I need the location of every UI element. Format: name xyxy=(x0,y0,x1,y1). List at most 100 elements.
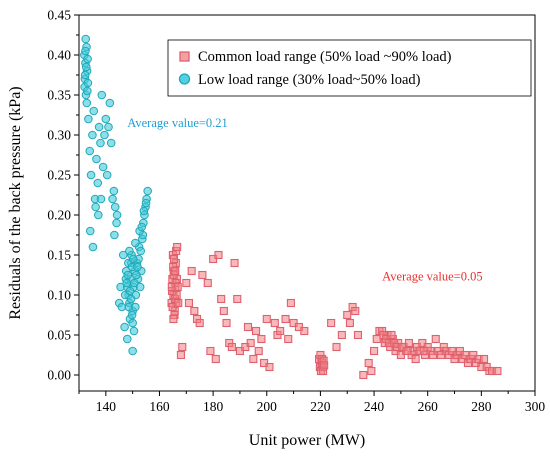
point-common-load-28 xyxy=(182,278,191,288)
point-low-load-29 xyxy=(102,170,112,180)
point-common-load-30 xyxy=(187,266,196,276)
point-low-load-31 xyxy=(105,98,115,108)
point-low-load-18 xyxy=(88,130,97,140)
point-low-load-26 xyxy=(98,162,108,172)
point-common-load-83 xyxy=(351,306,360,316)
point-common-load-79 xyxy=(337,330,346,340)
point-common-load-25 xyxy=(174,298,183,308)
legend-marker-low-load xyxy=(178,73,191,85)
point-low-load-12 xyxy=(83,86,92,96)
x-tick-label-260: 260 xyxy=(418,399,439,414)
point-low-load-36 xyxy=(112,218,121,228)
x-tick-label-240: 240 xyxy=(364,399,385,414)
point-low-load-34 xyxy=(109,186,119,196)
point-common-load-66 xyxy=(300,326,309,336)
point-common-load-78 xyxy=(332,342,341,352)
legend-label-low-load: Low load range (30% load~50% load) xyxy=(198,72,421,88)
point-common-load-56 xyxy=(262,314,271,324)
point-low-load-39 xyxy=(91,202,100,212)
point-common-load-87 xyxy=(367,366,376,376)
point-common-load-27 xyxy=(178,342,187,352)
legend-label-common-load: Common load range (50% load ~90% load) xyxy=(198,49,452,65)
point-low-load-21 xyxy=(92,154,101,164)
x-tick-label-180: 180 xyxy=(203,399,224,414)
point-common-load-23 xyxy=(169,314,178,324)
point-low-load-55 xyxy=(129,326,139,336)
x-tick-label-140: 140 xyxy=(96,399,117,414)
point-low-load-94 xyxy=(141,198,151,208)
point-low-load-50 xyxy=(122,334,132,344)
point-low-load-38 xyxy=(88,242,98,252)
y-tick-label-2: 0.10 xyxy=(47,288,71,303)
point-low-load-35 xyxy=(110,202,120,212)
axis-ticks xyxy=(74,14,536,396)
point-low-load-33 xyxy=(108,194,117,204)
point-common-load-143 xyxy=(419,346,428,356)
point-common-load-31 xyxy=(190,306,199,316)
point-common-load-40 xyxy=(217,294,226,304)
point-common-load-46 xyxy=(233,294,242,304)
point-common-load-137 xyxy=(387,330,396,340)
x-tick-label-160: 160 xyxy=(149,399,170,414)
point-low-load-98 xyxy=(122,278,132,288)
point-common-load-81 xyxy=(345,318,354,328)
point-common-load-34 xyxy=(198,270,207,280)
point-common-load-33 xyxy=(195,318,204,328)
point-low-load-88 xyxy=(128,254,138,264)
point-common-load-57 xyxy=(265,362,274,372)
point-common-load-129 xyxy=(479,354,489,364)
point-common-load-38 xyxy=(211,354,220,364)
point-low-load-40 xyxy=(94,210,103,220)
point-low-load-37 xyxy=(85,226,95,236)
point-low-load-84 xyxy=(136,246,145,256)
point-low-load-11 xyxy=(81,62,91,72)
x-tick-label-280: 280 xyxy=(471,399,492,414)
point-low-load-32 xyxy=(106,138,116,148)
point-common-load-52 xyxy=(251,326,261,336)
y-tick-label-4: 0.20 xyxy=(47,208,71,223)
point-common-load-45 xyxy=(230,258,239,268)
point-common-load-76 xyxy=(320,361,329,370)
point-common-load-133 xyxy=(493,366,502,376)
point-low-load-77 xyxy=(143,186,152,196)
point-low-load-27 xyxy=(100,130,109,140)
point-common-load-77 xyxy=(327,318,336,328)
point-common-load-60 xyxy=(276,326,285,336)
point-low-load-97 xyxy=(131,302,140,312)
point-common-load-49 xyxy=(243,322,253,332)
point-common-load-35 xyxy=(203,278,212,288)
annotation-average-1: Average value=0.05 xyxy=(382,270,483,284)
point-low-load-99 xyxy=(125,246,134,256)
point-low-load-54 xyxy=(128,346,137,356)
point-common-load-53 xyxy=(254,346,263,356)
plot-frame xyxy=(78,14,536,392)
point-common-load-88 xyxy=(370,346,379,356)
point-low-load-82 xyxy=(132,270,141,280)
point-common-load-41 xyxy=(219,306,228,316)
point-low-load-16 xyxy=(85,146,95,156)
point-common-load-58 xyxy=(270,318,279,328)
y-tick-label-3: 0.15 xyxy=(47,248,71,263)
point-common-load-24 xyxy=(173,282,182,292)
y-tick-label-5: 0.25 xyxy=(47,168,71,183)
point-low-load-89 xyxy=(131,238,140,248)
point-common-load-42 xyxy=(222,318,231,328)
y-tick-label-8: 0.40 xyxy=(47,48,71,63)
series-common-load xyxy=(167,242,502,380)
point-common-load-84 xyxy=(353,330,363,340)
point-common-load-50 xyxy=(246,338,255,348)
x-tick-label-300: 300 xyxy=(525,399,546,414)
x-tick-label-200: 200 xyxy=(257,399,278,414)
y-axis-title: Residuals of the back pressure (kPa) xyxy=(7,86,24,319)
point-low-load-24 xyxy=(96,138,105,148)
point-common-load-36 xyxy=(206,346,215,356)
point-common-load-101 xyxy=(404,338,413,348)
point-common-load-86 xyxy=(364,358,373,368)
point-common-load-19 xyxy=(169,254,179,264)
point-low-load-14 xyxy=(83,78,93,88)
point-common-load-142 xyxy=(411,354,420,364)
point-common-load-89 xyxy=(372,334,381,344)
point-low-load-43 xyxy=(112,210,122,220)
point-low-load-42 xyxy=(110,230,119,240)
